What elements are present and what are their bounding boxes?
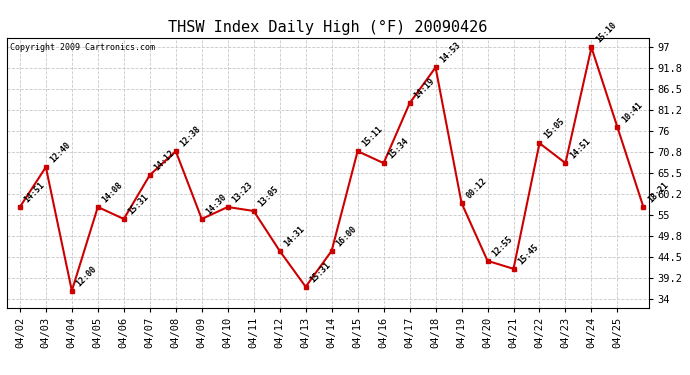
Title: THSW Index Daily High (°F) 20090426: THSW Index Daily High (°F) 20090426 <box>168 20 487 35</box>
Text: 12:38: 12:38 <box>179 124 203 148</box>
Text: 12:00: 12:00 <box>75 264 99 288</box>
Text: 12:40: 12:40 <box>49 140 72 164</box>
Text: 14:51: 14:51 <box>569 136 592 160</box>
Text: Copyright 2009 Cartronics.com: Copyright 2009 Cartronics.com <box>10 43 155 52</box>
Text: 15:05: 15:05 <box>542 116 566 140</box>
Text: 12:55: 12:55 <box>491 234 514 258</box>
Text: 14:30: 14:30 <box>204 192 228 216</box>
Text: 14:53: 14:53 <box>438 40 462 64</box>
Text: 15:31: 15:31 <box>308 260 333 284</box>
Text: 18:21: 18:21 <box>646 180 670 204</box>
Text: 14:08: 14:08 <box>101 180 125 204</box>
Text: 14:31: 14:31 <box>282 224 306 248</box>
Text: 15:31: 15:31 <box>126 192 150 216</box>
Text: 14:51: 14:51 <box>23 180 47 204</box>
Text: 14:19: 14:19 <box>413 76 436 101</box>
Text: 15:34: 15:34 <box>386 136 411 160</box>
Text: 14:12: 14:12 <box>152 148 177 172</box>
Text: 15:45: 15:45 <box>516 242 540 266</box>
Text: 13:05: 13:05 <box>257 184 281 208</box>
Text: 15:10: 15:10 <box>594 21 618 45</box>
Text: 15:11: 15:11 <box>360 124 384 148</box>
Text: 10:41: 10:41 <box>620 100 644 124</box>
Text: 13:23: 13:23 <box>230 180 255 204</box>
Text: 16:00: 16:00 <box>335 224 359 248</box>
Text: 00:12: 00:12 <box>464 176 489 200</box>
